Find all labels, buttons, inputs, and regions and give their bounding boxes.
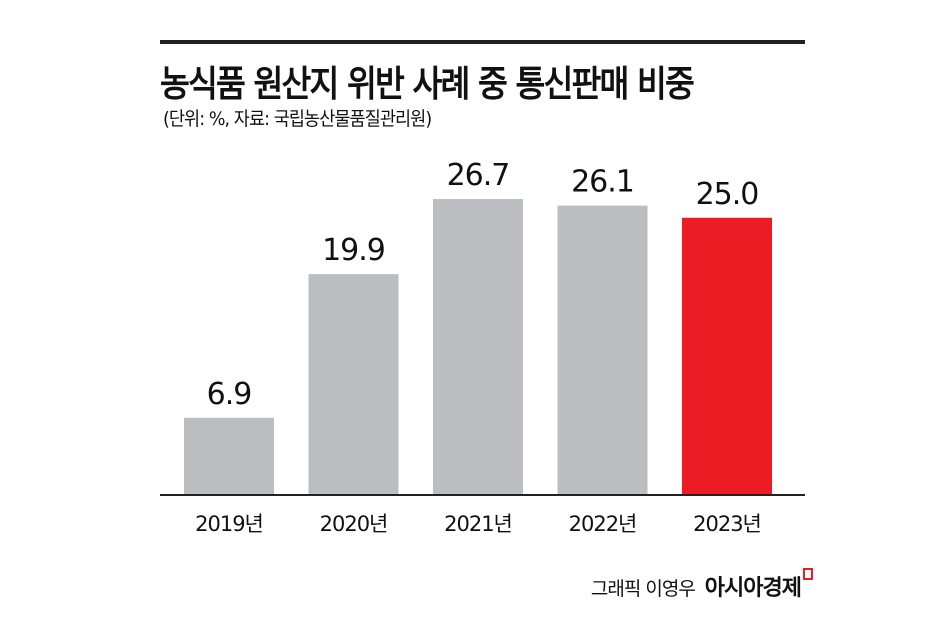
bar (184, 417, 274, 494)
bar (682, 217, 772, 494)
data-label: 6.9 (207, 377, 252, 412)
x-tick-label: 2020년 (320, 512, 388, 536)
x-tick-label: 2021년 (444, 512, 512, 536)
chart-title: 농식품 원산지 위반 사례 중 통신판매 비중 (160, 64, 695, 105)
publisher-logo-text: 아시아경제 (704, 576, 802, 601)
x-tick-label: 2022년 (569, 512, 637, 536)
logo-mark-icon (803, 568, 813, 580)
top-rule (160, 40, 805, 44)
bar (433, 198, 523, 494)
bar (308, 274, 399, 494)
credit: 그래픽 이영우 아시아경제 (590, 568, 813, 602)
data-label: 19.9 (322, 233, 385, 268)
x-tick-label: 2019년 (195, 512, 263, 536)
x-tick-label: 2023년 (693, 512, 761, 536)
credit-author: 그래픽 이영우 (590, 578, 696, 600)
data-label: 26.7 (447, 158, 510, 193)
data-label: 25.0 (696, 177, 759, 212)
chart-subtitle: (단위: %, 자료: 국립농산물품질관리원) (163, 108, 432, 130)
bar (557, 205, 648, 494)
publisher-logo: 아시아경제 (704, 568, 813, 602)
data-label: 26.1 (571, 165, 634, 200)
